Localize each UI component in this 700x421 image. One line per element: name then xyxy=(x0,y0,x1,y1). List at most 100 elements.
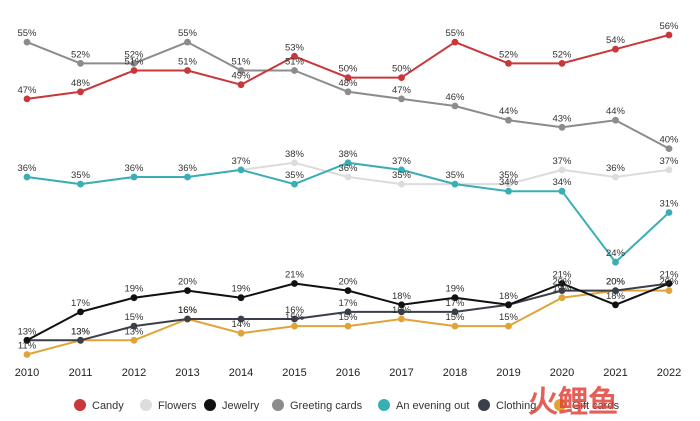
x-tick-label: 2010 xyxy=(15,367,39,379)
x-tick-label: 2021 xyxy=(603,367,627,379)
legend-swatch-flowers xyxy=(140,399,152,411)
legend-label-gift-cards: Gift cards xyxy=(572,400,620,412)
data-label-flowers: 36% xyxy=(338,163,358,174)
data-point-gift-cards xyxy=(237,329,245,337)
data-point-an-evening-out xyxy=(130,173,138,181)
data-label-flowers: 38% xyxy=(285,149,305,160)
data-point-clothing xyxy=(451,308,459,316)
data-label-greeting-cards: 44% xyxy=(499,106,519,117)
data-label-gift-cards: 16% xyxy=(178,305,198,316)
data-label-greeting-cards: 52% xyxy=(71,49,91,60)
data-label-gift-cards: 15% xyxy=(285,312,305,323)
legend-swatch-gift-cards xyxy=(554,399,566,411)
data-point-clothing xyxy=(130,322,138,330)
data-point-jewelry xyxy=(23,336,31,344)
data-label-jewelry: 21% xyxy=(285,270,305,281)
data-label-clothing: 20% xyxy=(552,277,572,288)
data-label-greeting-cards: 40% xyxy=(659,135,679,146)
data-point-candy xyxy=(77,88,84,96)
legend[interactable]: Candy Flowers Jewelry Greeting cards An even… xyxy=(74,399,620,412)
data-label-greeting-cards: 48% xyxy=(338,78,358,89)
legend-item-flowers[interactable]: Flowers xyxy=(140,399,197,412)
data-point-greeting-cards xyxy=(451,102,459,110)
data-point-greeting-cards xyxy=(77,60,84,67)
data-label-candy: 50% xyxy=(338,64,358,75)
data-label-jewelry: 18% xyxy=(606,291,626,302)
data-point-clothing xyxy=(612,287,619,294)
legend-item-jewelry[interactable]: Jewelry xyxy=(204,399,260,412)
legend-item-candy[interactable]: Candy xyxy=(74,399,124,412)
data-point-greeting-cards xyxy=(344,88,352,96)
data-point-gift-cards xyxy=(451,322,459,330)
data-label-gift-cards: 15% xyxy=(338,312,358,323)
legend-item-gift-cards[interactable]: Gift cards xyxy=(554,399,620,412)
data-label-an-evening-out: 37% xyxy=(231,156,251,167)
data-label-an-evening-out: 24% xyxy=(606,248,626,259)
data-point-an-evening-out xyxy=(451,180,459,188)
data-label-gift-cards: 15% xyxy=(499,312,519,323)
legend-label-jewelry: Jewelry xyxy=(222,400,260,412)
data-point-candy xyxy=(612,45,619,53)
data-point-jewelry xyxy=(130,294,138,302)
data-label-flowers: 36% xyxy=(606,163,626,174)
data-point-an-evening-out xyxy=(558,187,566,195)
data-label-an-evening-out: 31% xyxy=(659,199,679,210)
data-label-flowers: 37% xyxy=(659,156,679,167)
data-point-clothing xyxy=(184,315,191,323)
data-label-an-evening-out: 38% xyxy=(338,149,358,160)
data-point-gift-cards xyxy=(558,294,566,302)
data-label-candy: 49% xyxy=(231,71,251,82)
x-tick-label: 2018 xyxy=(443,367,467,379)
legend-swatch-clothing xyxy=(478,399,490,411)
data-label-clothing: 17% xyxy=(445,298,465,309)
data-label-clothing: 17% xyxy=(338,298,358,309)
data-point-candy xyxy=(558,60,566,67)
data-label-candy: 47% xyxy=(17,85,37,96)
data-label-clothing: 20% xyxy=(606,277,626,288)
data-label-an-evening-out: 35% xyxy=(445,170,465,181)
legend-item-clothing[interactable]: Clothing xyxy=(478,399,536,412)
data-label-jewelry: 19% xyxy=(231,284,251,295)
data-label-greeting-cards: 51% xyxy=(231,57,251,68)
data-label-jewelry: 18% xyxy=(392,291,412,302)
data-point-candy xyxy=(665,31,673,39)
data-point-gift-cards xyxy=(398,315,405,323)
data-label-greeting-cards: 55% xyxy=(178,28,198,39)
data-label-greeting-cards: 43% xyxy=(552,113,572,124)
data-point-an-evening-out xyxy=(237,166,245,174)
data-point-clothing xyxy=(398,308,405,316)
data-point-jewelry xyxy=(665,280,673,287)
data-point-jewelry xyxy=(344,287,352,294)
data-label-an-evening-out: 34% xyxy=(552,177,572,188)
data-label-candy: 51% xyxy=(178,57,198,68)
data-point-candy xyxy=(23,95,31,103)
data-point-greeting-cards xyxy=(665,145,673,153)
data-point-gift-cards xyxy=(23,351,31,358)
data-point-jewelry xyxy=(558,280,566,287)
data-point-candy xyxy=(344,74,352,81)
data-label-candy: 52% xyxy=(499,49,519,60)
legend-item-an-evening-out[interactable]: An evening out xyxy=(378,399,469,412)
legend-item-greeting-cards[interactable]: Greeting cards xyxy=(272,399,363,412)
x-tick-label: 2016 xyxy=(336,367,360,379)
x-tick-label: 2022 xyxy=(657,367,681,379)
data-point-an-evening-out xyxy=(291,180,298,188)
data-point-greeting-cards xyxy=(398,95,405,103)
data-point-jewelry xyxy=(398,301,405,309)
data-label-flowers: 37% xyxy=(552,156,572,167)
data-label-greeting-cards: 51% xyxy=(285,57,305,68)
data-point-jewelry xyxy=(237,294,245,302)
data-label-jewelry: 18% xyxy=(499,291,519,302)
data-label-clothing: 15% xyxy=(124,312,144,323)
data-label-candy: 48% xyxy=(71,78,91,89)
x-tick-label: 2017 xyxy=(389,367,413,379)
data-label-gift-cards: 11% xyxy=(18,341,37,352)
data-point-jewelry xyxy=(291,280,298,287)
x-tick-label: 2015 xyxy=(282,367,306,379)
legend-swatch-greeting-cards xyxy=(272,399,284,411)
data-point-greeting-cards xyxy=(130,60,138,67)
data-point-greeting-cards xyxy=(23,38,31,46)
data-label-gift-cards: 14% xyxy=(231,319,251,330)
data-label-gift-cards: 15% xyxy=(445,312,465,323)
data-label-jewelry: 21% xyxy=(552,270,572,281)
